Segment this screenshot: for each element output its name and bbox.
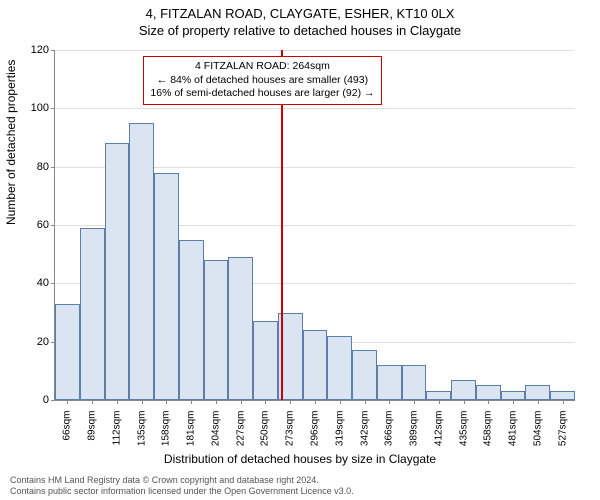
footer-line-1: Contains HM Land Registry data © Crown c… — [10, 475, 354, 486]
xtick-label: 181sqm — [186, 411, 197, 457]
xtick-mark — [488, 400, 489, 404]
xtick-label: 412sqm — [433, 411, 444, 457]
xtick-label: 458sqm — [483, 411, 494, 457]
xtick-mark — [265, 400, 266, 404]
histogram-bar — [377, 365, 402, 400]
histogram-bar — [129, 123, 154, 400]
ytick-label: 80 — [19, 161, 49, 173]
info-box: 4 FITZALAN ROAD: 264sqm← 84% of detached… — [143, 56, 381, 105]
xtick-label: 504sqm — [532, 411, 543, 457]
histogram-bar — [451, 380, 476, 400]
xtick-label: 435sqm — [458, 411, 469, 457]
histogram-bar — [327, 336, 352, 400]
histogram-bar — [303, 330, 328, 400]
ytick-mark — [51, 283, 55, 284]
xtick-label: 66sqm — [62, 411, 73, 457]
xtick-mark — [513, 400, 514, 404]
xtick-label: 250sqm — [260, 411, 271, 457]
ytick-label: 100 — [19, 102, 49, 114]
xtick-mark — [464, 400, 465, 404]
page-title-main: 4, FITZALAN ROAD, CLAYGATE, ESHER, KT10 … — [0, 0, 600, 21]
ytick-mark — [51, 50, 55, 51]
xtick-label: 273sqm — [285, 411, 296, 457]
xtick-mark — [191, 400, 192, 404]
xtick-label: 527sqm — [557, 411, 568, 457]
xtick-mark — [290, 400, 291, 404]
footer-line-2: Contains public sector information licen… — [10, 486, 354, 497]
histogram-bar — [426, 391, 451, 400]
xtick-label: 481sqm — [508, 411, 519, 457]
xtick-mark — [389, 400, 390, 404]
xtick-mark — [241, 400, 242, 404]
histogram-bar — [352, 350, 377, 400]
xtick-mark — [315, 400, 316, 404]
xtick-mark — [538, 400, 539, 404]
info-box-line: ← 84% of detached houses are smaller (49… — [150, 74, 374, 88]
histogram-bar — [476, 385, 501, 400]
chart-area: 02040608010012066sqm89sqm112sqm135sqm158… — [54, 50, 574, 400]
xtick-label: 227sqm — [235, 411, 246, 457]
ytick-label: 120 — [19, 44, 49, 56]
x-axis-label: Distribution of detached houses by size … — [0, 452, 600, 466]
histogram-bar — [525, 385, 550, 400]
histogram-bar — [154, 173, 179, 401]
ytick-label: 60 — [19, 219, 49, 231]
gridline — [55, 50, 575, 51]
histogram-bar — [253, 321, 278, 400]
xtick-label: 112sqm — [111, 411, 122, 457]
xtick-mark — [92, 400, 93, 404]
histogram-bar — [55, 304, 80, 400]
ytick-mark — [51, 225, 55, 226]
xtick-mark — [67, 400, 68, 404]
xtick-mark — [142, 400, 143, 404]
histogram-bar — [204, 260, 229, 400]
ytick-label: 40 — [19, 277, 49, 289]
xtick-mark — [117, 400, 118, 404]
histogram-bar — [550, 391, 575, 400]
xtick-mark — [365, 400, 366, 404]
page-title-sub: Size of property relative to detached ho… — [0, 21, 600, 38]
chart-container: 4, FITZALAN ROAD, CLAYGATE, ESHER, KT10 … — [0, 0, 600, 500]
xtick-mark — [216, 400, 217, 404]
histogram-bar — [80, 228, 105, 400]
info-box-line: 16% of semi-detached houses are larger (… — [150, 87, 374, 101]
xtick-mark — [166, 400, 167, 404]
histogram-bar — [402, 365, 427, 400]
xtick-label: 89sqm — [87, 411, 98, 457]
info-box-line: 4 FITZALAN ROAD: 264sqm — [150, 60, 374, 74]
xtick-label: 319sqm — [334, 411, 345, 457]
xtick-mark — [563, 400, 564, 404]
gridline — [55, 108, 575, 109]
histogram-bar — [179, 240, 204, 400]
histogram-bar — [105, 143, 130, 400]
xtick-label: 204sqm — [210, 411, 221, 457]
xtick-label: 366sqm — [384, 411, 395, 457]
histogram-bar — [501, 391, 526, 400]
ytick-label: 20 — [19, 336, 49, 348]
ytick-mark — [51, 400, 55, 401]
xtick-label: 158sqm — [161, 411, 172, 457]
xtick-label: 342sqm — [359, 411, 370, 457]
xtick-label: 389sqm — [409, 411, 420, 457]
xtick-mark — [414, 400, 415, 404]
histogram-bar — [228, 257, 253, 400]
footer-attribution: Contains HM Land Registry data © Crown c… — [10, 475, 354, 497]
y-axis-label: Number of detached properties — [4, 60, 18, 225]
xtick-mark — [439, 400, 440, 404]
xtick-label: 135sqm — [136, 411, 147, 457]
ytick-label: 0 — [19, 394, 49, 406]
plot-region: 02040608010012066sqm89sqm112sqm135sqm158… — [54, 50, 575, 401]
ytick-mark — [51, 167, 55, 168]
xtick-mark — [340, 400, 341, 404]
xtick-label: 296sqm — [310, 411, 321, 457]
ytick-mark — [51, 108, 55, 109]
